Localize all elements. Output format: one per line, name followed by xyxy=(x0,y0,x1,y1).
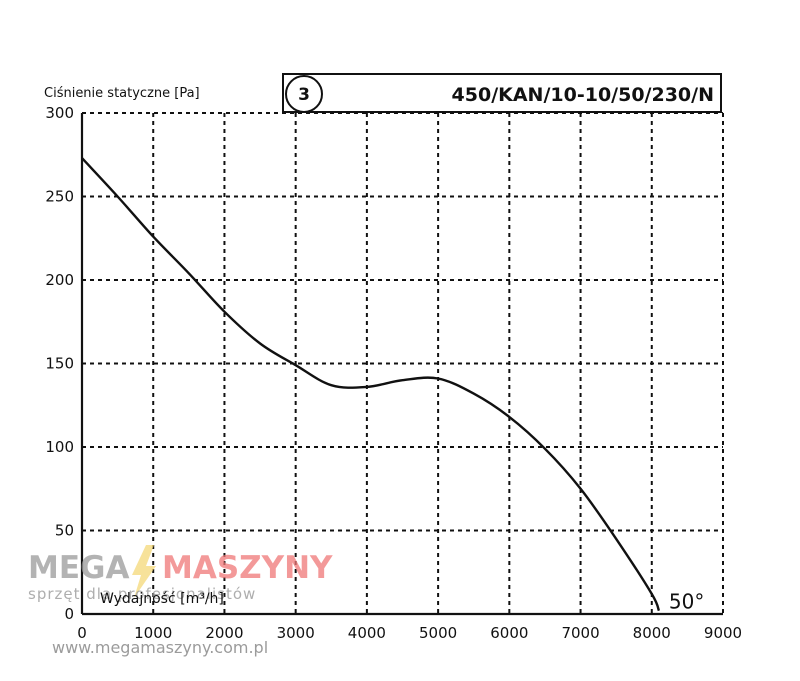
grid xyxy=(81,112,724,615)
x-tick-label-9: 9000 xyxy=(704,624,742,642)
watermark-tagline: sprzęt dla profesjonalistów xyxy=(28,585,256,603)
watermark-url: www.megamaszyny.com.pl xyxy=(52,638,268,657)
y-tick-label-0: 0 xyxy=(64,605,74,623)
y-tick-label-1: 50 xyxy=(55,522,74,540)
x-tick-labels: 0 1000 2000 3000 4000 5000 6000 7000 8000 9000 xyxy=(77,624,742,642)
axes xyxy=(80,113,723,616)
x-tick-label-3: 3000 xyxy=(277,624,315,642)
y-axis-label: Ciśnienie statyczne [Pa] xyxy=(44,86,200,101)
watermark-mega: MEGA xyxy=(28,550,129,586)
x-tick-label-7: 7000 xyxy=(561,624,599,642)
badge-number: 3 xyxy=(298,85,310,105)
x-axis-label: Wydajność [m³/h] xyxy=(100,591,224,607)
series-line-0 xyxy=(81,157,661,612)
title-box xyxy=(282,73,722,113)
x-tick-label-0: 0 xyxy=(77,624,87,642)
x-tick-label-1: 1000 xyxy=(134,624,172,642)
chart-title: 450/KAN/10-10/50/230/N xyxy=(452,84,714,106)
y-tick-label-5: 250 xyxy=(45,188,74,206)
x-tick-label-2: 2000 xyxy=(205,624,243,642)
y-tick-label-4: 200 xyxy=(45,271,74,289)
y-tick-label-3: 150 xyxy=(45,355,74,373)
y-tick-label-6: 300 xyxy=(45,104,74,122)
watermark: MEGA MASZYNY sprzęt dla profesjonalistów… xyxy=(28,545,333,657)
y-tick-labels: 0 50 100 150 200 250 300 xyxy=(45,104,74,623)
lightning-icon xyxy=(132,545,156,598)
watermark-maszyny: MASZYNY xyxy=(162,550,333,586)
y-tick-label-2: 100 xyxy=(45,438,74,456)
x-tick-label-4: 4000 xyxy=(348,624,386,642)
x-tick-label-8: 8000 xyxy=(633,624,671,642)
x-tick-label-6: 6000 xyxy=(490,624,528,642)
badge-circle xyxy=(285,75,323,113)
series: 50° xyxy=(81,157,704,614)
x-tick-label-5: 5000 xyxy=(419,624,457,642)
series-label-0: 50° xyxy=(669,590,704,614)
